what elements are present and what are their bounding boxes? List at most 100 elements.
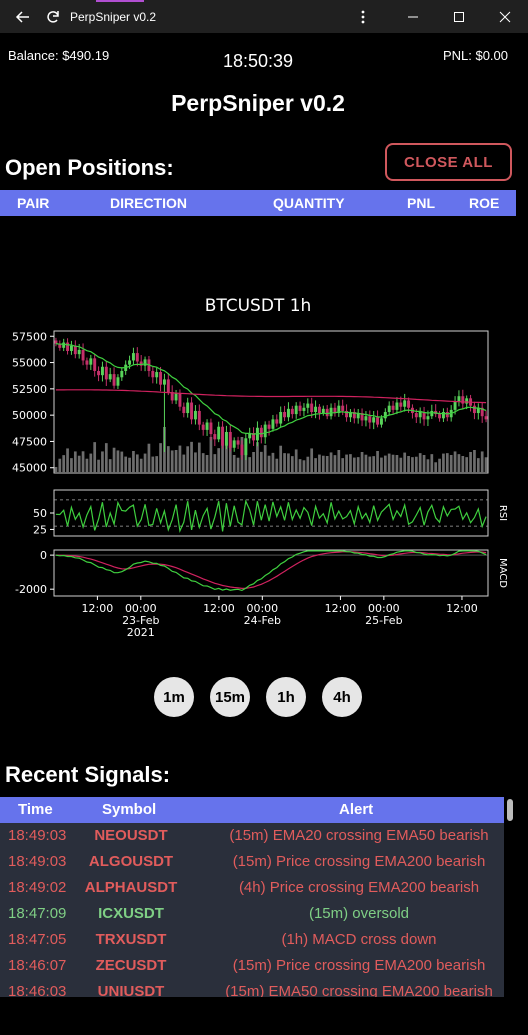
refresh-button[interactable] <box>38 0 68 33</box>
signal-symbol: ZECUSDT <box>95 957 167 974</box>
candle-body <box>162 379 166 385</box>
volume-bar <box>124 456 128 473</box>
candle-body <box>155 372 159 378</box>
volume-bar <box>155 456 159 473</box>
price-tick-label: 45000 <box>12 462 47 475</box>
table-row[interactable]: 18:46:03 UNIUSDT (15m) EMA50 crossing EMA2… <box>0 979 504 997</box>
close-window-button[interactable] <box>490 0 520 33</box>
close-all-button[interactable]: CLOSE ALL <box>385 143 512 181</box>
chart-title: BTCUSDT 1h <box>205 296 312 316</box>
table-row[interactable]: 18:49:03 NEOUSDT (15m) EMA20 crossing EMA5… <box>0 823 504 849</box>
volume-bar <box>139 458 143 473</box>
candle-body <box>135 353 139 362</box>
table-row[interactable]: 18:46:07 ZECUSDT (15m) Price crossing EMA2… <box>0 953 504 979</box>
candle-body <box>131 353 135 361</box>
volume-bar <box>62 455 66 473</box>
candle-body <box>69 345 73 351</box>
volume-bar <box>182 454 186 473</box>
volume-bar <box>81 451 85 473</box>
volume-bar <box>120 451 124 473</box>
titlebar-accent <box>96 0 144 2</box>
volume-bar <box>411 457 414 473</box>
table-row[interactable]: 18:47:05 TRXUSDT (1h) MACD cross down <box>0 927 504 953</box>
volume-bar <box>314 458 317 473</box>
volume-bar <box>73 451 77 473</box>
volume-bar <box>151 456 155 473</box>
signals-table-header: Time Symbol Alert <box>0 797 504 823</box>
volume-bar <box>287 453 290 473</box>
volume-bar <box>453 451 457 473</box>
candle-body <box>383 411 387 419</box>
candle-body <box>54 340 58 344</box>
volume-bar <box>159 443 162 473</box>
candle-body <box>128 360 132 365</box>
volume-bar <box>360 452 364 473</box>
signal-alert: (15m) EMA20 crossing EMA50 bearish <box>229 827 489 844</box>
signal-time: 18:46:07 <box>8 957 67 974</box>
candle-body <box>58 343 62 348</box>
volume-bar <box>77 455 81 473</box>
refresh-icon <box>47 10 59 23</box>
candle-body <box>221 426 225 446</box>
table-row[interactable]: 18:49:03 ALGOUSDT (15m) Price crossing EMA… <box>0 849 504 875</box>
signal-alert: (15m) Price crossing EMA200 bearish <box>232 853 486 870</box>
candle-body <box>197 410 201 425</box>
timeframe-1h-button[interactable]: 1h <box>266 677 306 717</box>
volume-bar <box>387 453 391 473</box>
volume-bar <box>93 442 97 473</box>
volume-bar <box>318 454 321 473</box>
volume-bar <box>349 454 352 473</box>
candle-body <box>271 419 275 429</box>
volume-bar <box>283 453 286 473</box>
ema200-line <box>55 389 487 404</box>
candle-body <box>298 405 302 411</box>
candle-body <box>341 405 345 411</box>
x-tick-label: 12:00 <box>82 602 114 615</box>
back-button[interactable] <box>8 0 38 33</box>
table-row[interactable]: 18:49:02 ALPHAUSDT (4h) Price crossing EMA… <box>0 875 504 901</box>
signal-symbol: NEOUSDT <box>94 827 168 844</box>
open-positions-title: Open Positions: <box>5 155 174 180</box>
candle-body <box>395 402 399 410</box>
volume-bar <box>480 451 484 473</box>
x-tick-label: 00:00 <box>368 602 400 615</box>
x-tick-label: 24-Feb <box>244 614 281 627</box>
candle-body <box>228 431 232 448</box>
rsi-tick-label: 50 <box>33 507 47 520</box>
volume-bar <box>380 457 383 473</box>
minimize-button[interactable] <box>398 0 428 33</box>
maximize-button[interactable] <box>444 0 474 33</box>
candle-body <box>306 403 310 408</box>
candle-body <box>178 393 182 407</box>
more-options-button[interactable] <box>352 0 374 33</box>
candle-body <box>93 358 97 371</box>
column-header-alert: Alert <box>339 801 374 818</box>
candle-body <box>418 411 422 418</box>
volume-bar <box>368 456 372 473</box>
candle-body <box>159 372 163 385</box>
volume-bar <box>438 458 441 473</box>
candle-body <box>182 406 186 414</box>
total-pnl-label: PNL: $0.00 <box>442 48 508 63</box>
candle-body <box>484 416 488 420</box>
signal-alert: (1h) MACD cross down <box>281 931 437 948</box>
candle-body <box>329 407 333 417</box>
timeframe-4h-button[interactable]: 4h <box>322 677 362 717</box>
volume-bar <box>236 457 240 473</box>
candle-body <box>403 400 407 407</box>
candle-body <box>438 414 442 419</box>
table-row[interactable]: 18:47:09 ICXUSDT (15m) oversold <box>0 901 504 927</box>
candle-body <box>255 427 259 441</box>
candle-body <box>414 413 418 418</box>
signals-scrollbar[interactable] <box>507 799 513 821</box>
signal-time: 18:49:03 <box>8 853 67 870</box>
volume-bar <box>445 453 449 473</box>
volume-bar <box>166 446 170 473</box>
candle-body <box>100 366 104 376</box>
timeframe-1m-button[interactable]: 1m <box>154 677 194 717</box>
volume-bar <box>70 458 73 473</box>
signal-alert: (15m) oversold <box>308 905 410 922</box>
candle-body <box>186 402 190 414</box>
candle-body <box>209 422 213 435</box>
timeframe-15m-button[interactable]: 15m <box>210 677 250 717</box>
